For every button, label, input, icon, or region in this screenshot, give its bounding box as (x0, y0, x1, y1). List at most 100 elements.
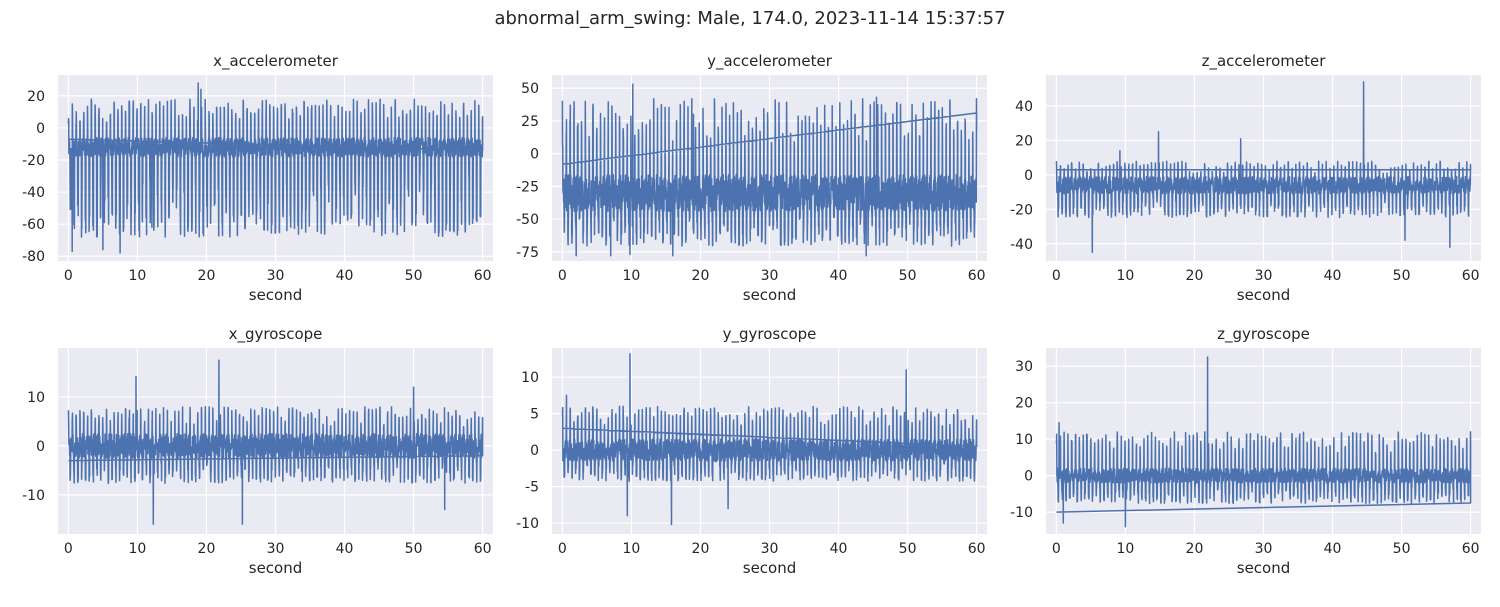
chart-title: z_accelerometer (1202, 52, 1327, 71)
chart-title: y_accelerometer (707, 52, 833, 71)
series-line (1055, 356, 1472, 528)
y-tick-label: 0 (1024, 168, 1033, 184)
figure-title: abnormal_arm_swing: Male, 174.0, 2023-11… (494, 8, 1006, 29)
x-tick-label: 60 (1462, 541, 1480, 557)
x-tick-label: 40 (336, 268, 354, 284)
y-tick-label: -20 (1010, 202, 1033, 218)
x-tick-label: 40 (1324, 268, 1342, 284)
y-tick-label: 20 (1015, 133, 1033, 149)
y-tick-label: 5 (530, 407, 539, 423)
x-tick-label: 10 (1116, 268, 1134, 284)
chart-x-accelerometer: 0 10 20 30 40 50 60 -80 -60 -40 -20 0 20 x_accelerome… (22, 52, 493, 304)
series-line (67, 359, 484, 525)
chart-panel-z-gyroscope: 0 10 20 30 40 50 60 -10 0 10 20 30 z_gyroscope second (988, 321, 1482, 607)
y-tick-label: 0 (530, 443, 539, 459)
x-tick-label: 60 (474, 268, 492, 284)
x-tick-label: 50 (899, 541, 917, 557)
y-tick-label: -50 (516, 212, 539, 228)
y-tick-label: 0 (36, 121, 45, 137)
y-tick-label: 0 (1024, 469, 1033, 485)
x-tick-label: 10 (128, 268, 146, 284)
x-tick-label: 30 (761, 541, 779, 557)
x-axis-label: second (249, 559, 303, 577)
x-axis-label: second (743, 559, 797, 577)
y-tick-label: 10 (1015, 432, 1033, 448)
y-tick-label: 0 (530, 147, 539, 163)
x-tick-label: 50 (899, 268, 917, 284)
x-tick-label: 30 (1255, 268, 1273, 284)
x-tick-label: 20 (692, 268, 710, 284)
x-tick-label: 50 (405, 541, 423, 557)
x-tick-label: 30 (267, 268, 285, 284)
y-tick-label: -5 (525, 480, 539, 496)
y-tick-label: -80 (22, 249, 45, 265)
y-tick-label: -10 (22, 488, 45, 504)
chart-title: x_gyroscope (229, 325, 323, 344)
y-tick-label: 30 (1015, 359, 1033, 375)
x-tick-label: 20 (198, 268, 216, 284)
x-tick-label: 10 (128, 541, 146, 557)
x-tick-label: 30 (267, 541, 285, 557)
y-tick-label: 0 (36, 439, 45, 455)
x-tick-label: 40 (336, 541, 354, 557)
x-tick-label: 60 (474, 541, 492, 557)
x-tick-label: 40 (830, 268, 848, 284)
x-tick-label: 20 (1186, 541, 1204, 557)
x-axis-label: second (1237, 286, 1291, 304)
y-tick-label: -10 (1010, 505, 1033, 521)
y-tick-label: -75 (516, 245, 539, 261)
y-tick-label: -40 (22, 185, 45, 201)
x-axis-label: second (743, 286, 797, 304)
y-tick-label: 10 (27, 390, 45, 406)
x-axis-label: second (249, 286, 303, 304)
y-tick-label: 25 (521, 114, 539, 130)
x-tick-label: 50 (405, 268, 423, 284)
chart-panel-x-accelerometer: 0 10 20 30 40 50 60 -80 -60 -40 -20 0 20 x_accelerome… (0, 48, 494, 334)
x-tick-label: 0 (558, 268, 567, 284)
series-line (561, 353, 978, 526)
x-tick-label: 0 (1052, 268, 1061, 284)
y-tick-label: -40 (1010, 237, 1033, 253)
x-tick-label: 50 (1393, 541, 1411, 557)
chart-title: z_gyroscope (1217, 325, 1310, 344)
x-tick-label: 60 (1462, 268, 1480, 284)
y-tick-label: -60 (22, 217, 45, 233)
x-tick-label: 20 (692, 541, 710, 557)
x-tick-label: 40 (1324, 541, 1342, 557)
x-axis-label: second (1237, 559, 1291, 577)
series-line (67, 82, 484, 254)
x-tick-label: 40 (830, 541, 848, 557)
x-tick-label: 10 (622, 268, 640, 284)
x-tick-label: 20 (1186, 268, 1204, 284)
x-tick-label: 0 (1052, 541, 1061, 557)
y-tick-label: -10 (516, 516, 539, 532)
y-tick-label: -25 (516, 179, 539, 195)
x-tick-label: 10 (1116, 541, 1134, 557)
x-tick-label: 0 (64, 268, 73, 284)
x-tick-label: 60 (968, 541, 986, 557)
chart-y-accelerometer: 0 10 20 30 40 50 60 -75 -50 -25 0 25 50 y_acceleromet… (516, 52, 987, 304)
chart-title: y_gyroscope (723, 325, 817, 344)
chart-z-accelerometer: 0 10 20 30 40 50 60 -40 -20 0 20 40 z_accelerometers… (1010, 52, 1481, 304)
series-line (561, 83, 978, 257)
x-tick-label: 30 (761, 268, 779, 284)
chart-panel-y-accelerometer: 0 10 20 30 40 50 60 -75 -50 -25 0 25 50 y_acceleromet… (494, 48, 988, 334)
x-tick-label: 60 (968, 268, 986, 284)
x-tick-label: 0 (64, 541, 73, 557)
y-tick-label: 20 (27, 89, 45, 105)
series-line (1055, 81, 1472, 254)
y-tick-label: 40 (1015, 99, 1033, 115)
x-tick-label: 0 (558, 541, 567, 557)
y-tick-label: 20 (1015, 396, 1033, 412)
x-tick-label: 10 (622, 541, 640, 557)
y-tick-label: 50 (521, 81, 539, 97)
y-tick-label: 10 (521, 370, 539, 386)
x-tick-label: 20 (198, 541, 216, 557)
x-tick-label: 50 (1393, 268, 1411, 284)
